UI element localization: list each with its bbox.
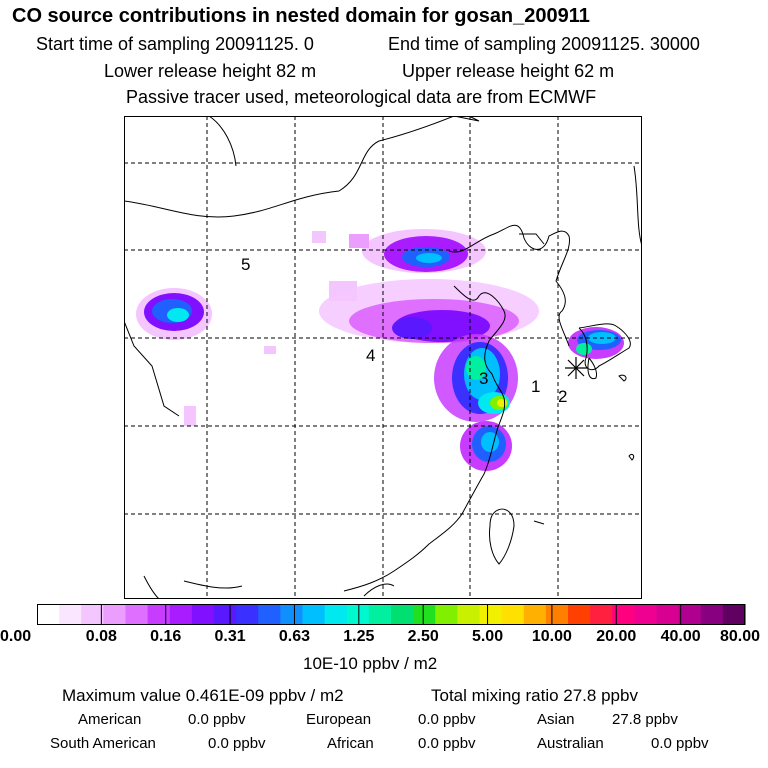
colorbar-cell	[678, 604, 702, 625]
colorbar-unit: 10E-10 ppbv / m2	[303, 654, 438, 673]
colorbar-cell	[435, 604, 458, 625]
colorbar-cell	[191, 604, 215, 625]
map-frame	[124, 116, 642, 599]
colorbar-cell	[169, 604, 193, 625]
colorbar-cell	[236, 604, 259, 625]
colorbar-tick-label: 5.00	[471, 628, 504, 645]
colorbar-cell	[501, 604, 525, 625]
start-time: Start time of sampling 20091125. 0	[36, 34, 314, 54]
colorbar-cell	[523, 604, 547, 625]
grid-lines	[124, 116, 642, 599]
colorbar-cell	[346, 604, 370, 625]
colorbar-cell	[37, 604, 60, 625]
colorbar-cell	[302, 604, 326, 625]
colorbar-cell	[125, 604, 149, 625]
colorbar-cell	[59, 604, 82, 625]
south-american-value: 0.0 ppbv	[208, 735, 266, 752]
colorbar-tick-label: 20.00	[596, 628, 637, 645]
asian-label: Asian	[537, 711, 575, 728]
colorbar-cell	[258, 604, 281, 625]
total-mixing-ratio: Total mixing ratio 27.8 ppbv	[431, 686, 638, 705]
colorbar-cell	[590, 604, 613, 625]
colorbar-cell	[634, 604, 658, 625]
region-label-4: 4	[366, 346, 375, 365]
colorbar-cell	[413, 604, 436, 625]
colorbar-tick-label: 0.31	[214, 628, 246, 645]
colorbar-cell	[81, 604, 104, 625]
colorbar-cell	[479, 604, 503, 625]
african-value: 0.0 ppbv	[418, 735, 476, 752]
colorbar-tick-label: 2.50	[407, 628, 439, 645]
colorbar-tick-label: 0.00	[0, 628, 32, 645]
concentration-field	[136, 229, 624, 471]
colorbar-cell	[214, 604, 237, 625]
lower-release-height: Lower release height 82 m	[104, 61, 317, 81]
page-title: CO source contributions in nested domain…	[12, 5, 590, 27]
colorbar-cell	[545, 604, 569, 625]
region-label-3: 3	[479, 369, 488, 388]
colorbar-cell	[103, 604, 127, 625]
upper-release-height: Upper release height 62 m	[402, 61, 615, 81]
european-label: European	[306, 711, 372, 728]
colorbar-cell	[722, 604, 746, 625]
max-value: Maximum value 0.461E-09 ppbv / m2	[62, 686, 344, 705]
colorbar	[37, 604, 746, 625]
colorbar-tick-label: 0.63	[278, 628, 311, 645]
colorbar-cell	[457, 604, 481, 625]
colorbar-cell	[324, 604, 348, 625]
colorbar-cell	[568, 604, 591, 625]
australian-label: Australian	[537, 735, 604, 752]
region-label-2: 2	[558, 387, 567, 406]
tracer-note: Passive tracer used, meteorological data…	[126, 87, 597, 107]
american-label: American	[78, 711, 142, 728]
colorbar-cell	[700, 604, 724, 625]
colorbar-tick-label: 40.00	[660, 628, 701, 645]
colorbar-cell	[612, 604, 635, 625]
colorbar-tick-label: 10.00	[531, 628, 572, 645]
colorbar-tick-label: 1.25	[343, 628, 375, 645]
asian-value: 27.8 ppbv	[612, 711, 678, 728]
colorbar-tick-label: 0.08	[85, 628, 117, 645]
american-value: 0.0 ppbv	[188, 711, 246, 728]
south-american-label: South American	[50, 735, 156, 752]
colorbar-cell	[656, 604, 680, 625]
colorbar-cell	[147, 604, 171, 625]
receptor-asterisk-icon	[565, 357, 587, 379]
colorbar-cell	[391, 604, 414, 625]
region-label-5: 5	[241, 255, 250, 274]
african-label: African	[327, 735, 374, 752]
colorbar-cell	[368, 604, 392, 625]
end-time: End time of sampling 20091125. 30000	[388, 34, 700, 54]
colorbar-cell	[280, 604, 304, 625]
colorbar-tick-label: 80.00	[719, 628, 760, 645]
colorbar-tick-label: 0.16	[150, 628, 182, 645]
australian-value: 0.0 ppbv	[651, 735, 709, 752]
map-panel: 5 4 3 1 2	[124, 116, 642, 599]
region-label-1: 1	[531, 377, 540, 396]
european-value: 0.0 ppbv	[418, 711, 476, 728]
